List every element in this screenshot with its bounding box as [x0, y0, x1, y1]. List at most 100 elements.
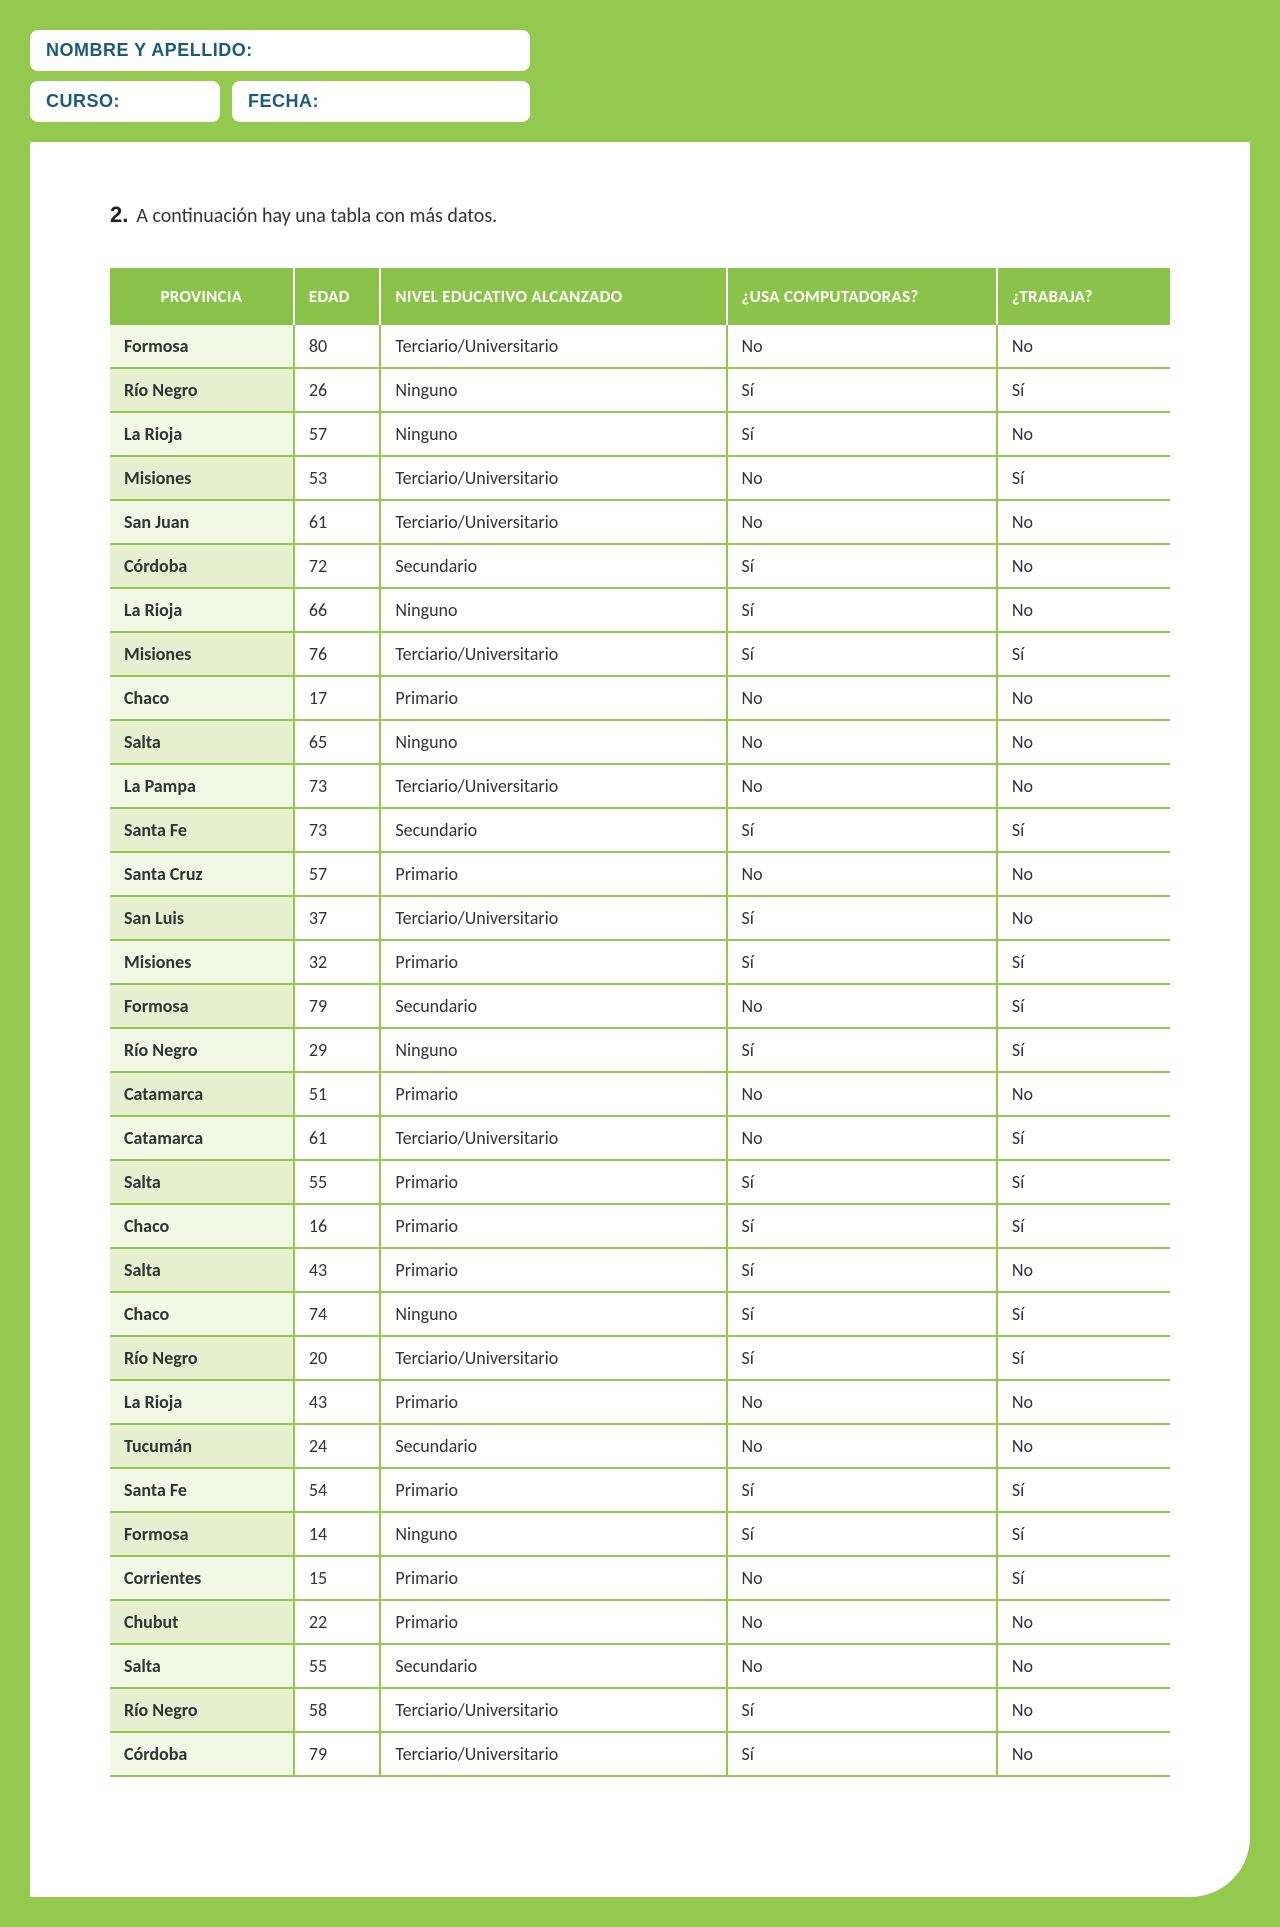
- table-cell: Primario: [380, 1248, 726, 1292]
- table-cell: Ninguno: [380, 412, 726, 456]
- table-cell: 43: [294, 1248, 381, 1292]
- table-cell: Tucumán: [110, 1424, 294, 1468]
- table-cell: 43: [294, 1380, 381, 1424]
- question-number: 2.: [110, 202, 128, 228]
- table-cell: Sí: [997, 1204, 1170, 1248]
- nombre-field[interactable]: NOMBRE Y APELLIDO:: [30, 30, 530, 71]
- table-cell: Terciario/Universitario: [380, 500, 726, 544]
- table-cell: Sí: [727, 1028, 997, 1072]
- table-cell: Formosa: [110, 984, 294, 1028]
- table-cell: No: [727, 1556, 997, 1600]
- table-cell: Sí: [727, 1688, 997, 1732]
- table-cell: Sí: [997, 456, 1170, 500]
- table-cell: No: [997, 1644, 1170, 1688]
- fecha-field[interactable]: FECHA:: [232, 81, 530, 122]
- table-cell: Sí: [727, 1292, 997, 1336]
- table-cell: Sí: [727, 1248, 997, 1292]
- table-cell: No: [727, 325, 997, 368]
- table-row: Misiones76Terciario/UniversitarioSíSí: [110, 632, 1170, 676]
- table-cell: Sí: [997, 808, 1170, 852]
- table-cell: Sí: [997, 1556, 1170, 1600]
- table-cell: Sí: [727, 412, 997, 456]
- table-cell: Sí: [727, 1732, 997, 1776]
- table-cell: Catamarca: [110, 1072, 294, 1116]
- table-row: Santa Fe54PrimarioSíSí: [110, 1468, 1170, 1512]
- table-cell: Córdoba: [110, 544, 294, 588]
- table-cell: No: [727, 1424, 997, 1468]
- table-cell: Río Negro: [110, 1688, 294, 1732]
- table-cell: Sí: [997, 1116, 1170, 1160]
- table-cell: 37: [294, 896, 381, 940]
- table-cell: 51: [294, 1072, 381, 1116]
- table-cell: Ninguno: [380, 368, 726, 412]
- table-row: Chaco16PrimarioSíSí: [110, 1204, 1170, 1248]
- table-cell: Sí: [727, 368, 997, 412]
- table-cell: 72: [294, 544, 381, 588]
- table-cell: Chubut: [110, 1600, 294, 1644]
- table-cell: 61: [294, 1116, 381, 1160]
- table-cell: No: [997, 1424, 1170, 1468]
- table-row: Formosa14NingunoSíSí: [110, 1512, 1170, 1556]
- table-cell: Secundario: [380, 1424, 726, 1468]
- table-cell: No: [727, 764, 997, 808]
- table-cell: No: [997, 852, 1170, 896]
- table-cell: Terciario/Universitario: [380, 896, 726, 940]
- table-cell: 24: [294, 1424, 381, 1468]
- table-cell: No: [727, 1116, 997, 1160]
- table-row: Formosa79SecundarioNoSí: [110, 984, 1170, 1028]
- table-cell: 15: [294, 1556, 381, 1600]
- table-cell: 17: [294, 676, 381, 720]
- table-cell: Formosa: [110, 1512, 294, 1556]
- table-cell: No: [727, 1600, 997, 1644]
- table-cell: No: [727, 984, 997, 1028]
- table-row: Salta55PrimarioSíSí: [110, 1160, 1170, 1204]
- table-row: Chaco17PrimarioNoNo: [110, 676, 1170, 720]
- table-row: Misiones53Terciario/UniversitarioNoSí: [110, 456, 1170, 500]
- table-cell: Sí: [727, 940, 997, 984]
- table-cell: Sí: [997, 1292, 1170, 1336]
- column-header: NIVEL EDUCATIVO ALCANZADO: [380, 268, 726, 325]
- table-cell: Sí: [997, 1160, 1170, 1204]
- table-row: San Juan61Terciario/UniversitarioNoNo: [110, 500, 1170, 544]
- table-cell: La Rioja: [110, 1380, 294, 1424]
- question-prompt: 2. A continuación hay una tabla con más …: [110, 202, 1200, 228]
- table-cell: No: [997, 588, 1170, 632]
- table-cell: Primario: [380, 1160, 726, 1204]
- table-cell: Sí: [727, 896, 997, 940]
- table-cell: No: [997, 325, 1170, 368]
- table-cell: Salta: [110, 720, 294, 764]
- table-cell: Santa Cruz: [110, 852, 294, 896]
- table-cell: No: [997, 544, 1170, 588]
- table-cell: Sí: [997, 1468, 1170, 1512]
- table-cell: Río Negro: [110, 368, 294, 412]
- table-row: La Rioja57NingunoSíNo: [110, 412, 1170, 456]
- table-row: Santa Cruz57PrimarioNoNo: [110, 852, 1170, 896]
- table-cell: Sí: [727, 1160, 997, 1204]
- table-cell: 14: [294, 1512, 381, 1556]
- table-cell: No: [997, 1380, 1170, 1424]
- table-row: Chaco74NingunoSíSí: [110, 1292, 1170, 1336]
- table-cell: 73: [294, 808, 381, 852]
- table-cell: Terciario/Universitario: [380, 1116, 726, 1160]
- table-cell: 57: [294, 852, 381, 896]
- table-row: La Rioja43PrimarioNoNo: [110, 1380, 1170, 1424]
- table-row: La Pampa73Terciario/UniversitarioNoNo: [110, 764, 1170, 808]
- table-cell: Sí: [997, 1336, 1170, 1380]
- table-cell: 57: [294, 412, 381, 456]
- page-card: 2. A continuación hay una tabla con más …: [30, 142, 1250, 1897]
- table-cell: San Juan: [110, 500, 294, 544]
- table-cell: Ninguno: [380, 1292, 726, 1336]
- table-cell: Misiones: [110, 940, 294, 984]
- table-row: Córdoba72SecundarioSíNo: [110, 544, 1170, 588]
- table-cell: Sí: [727, 544, 997, 588]
- table-row: Río Negro20Terciario/UniversitarioSíSí: [110, 1336, 1170, 1380]
- table-cell: Ninguno: [380, 1512, 726, 1556]
- table-cell: Primario: [380, 852, 726, 896]
- curso-field[interactable]: CURSO:: [30, 81, 220, 122]
- table-cell: Primario: [380, 676, 726, 720]
- table-cell: Terciario/Universitario: [380, 456, 726, 500]
- table-cell: No: [727, 1072, 997, 1116]
- table-cell: Sí: [997, 984, 1170, 1028]
- question-text: A continuación hay una tabla con más dat…: [136, 204, 497, 228]
- table-row: Córdoba79Terciario/UniversitarioSíNo: [110, 1732, 1170, 1776]
